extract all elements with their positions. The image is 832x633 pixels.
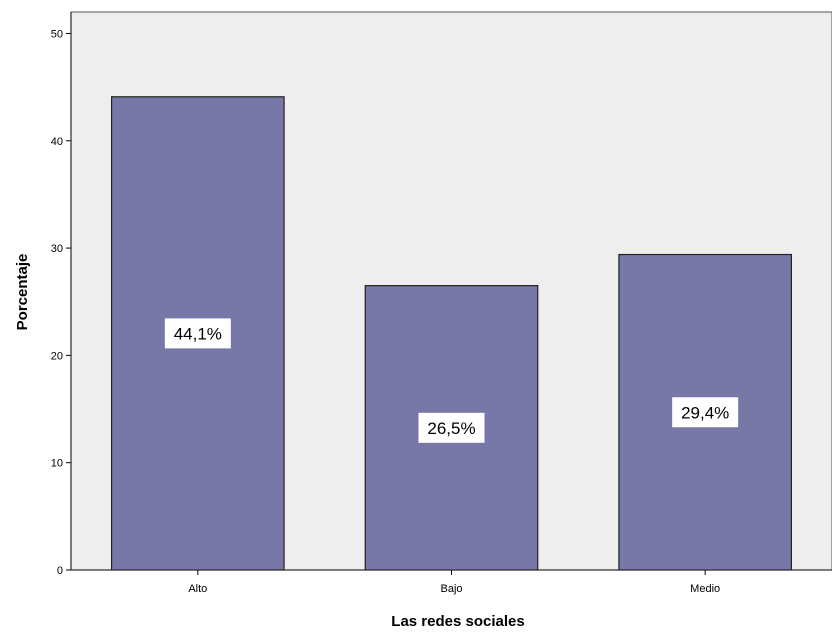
x-tick-label: Medio (690, 583, 720, 595)
y-axis: 0 10 20 30 40 50 (51, 12, 72, 577)
data-label-box (418, 412, 485, 443)
data-label: 29,4% (681, 403, 729, 422)
y-tick-label: 20 (51, 350, 63, 362)
x-axis-title: Las redes sociales (391, 613, 524, 630)
y-tick-label: 30 (51, 243, 63, 255)
data-label-box (672, 397, 739, 428)
y-tick-label: 40 (51, 136, 63, 148)
data-label: 44,1% (174, 324, 222, 343)
x-tick-label: Alto (188, 583, 207, 595)
bars: 44,1% 26,5% 29,4% (110, 96, 793, 571)
data-label: 26,5% (427, 419, 475, 438)
y-tick-label: 10 (51, 458, 63, 470)
y-tick-label: 0 (57, 565, 63, 577)
x-axis: Alto Bajo Medio (71, 569, 832, 595)
y-axis-title: Porcentaje (14, 254, 31, 331)
x-tick-label: Bajo (440, 583, 462, 595)
data-label-box (164, 318, 231, 349)
y-tick-label: 50 (51, 28, 63, 40)
